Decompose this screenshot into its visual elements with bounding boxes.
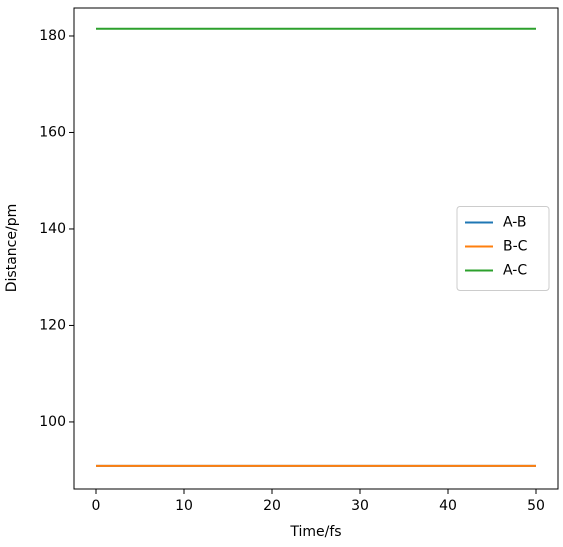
legend-label: A-C bbox=[503, 263, 527, 279]
x-tick-label: 40 bbox=[439, 498, 457, 514]
legend-label: A-B bbox=[503, 215, 526, 231]
x-tick-label: 10 bbox=[175, 498, 193, 514]
x-tick-label: 0 bbox=[92, 498, 101, 514]
legend-label: B-C bbox=[503, 239, 528, 255]
y-tick-label: 160 bbox=[39, 124, 66, 140]
y-tick-label: 100 bbox=[39, 414, 66, 430]
x-axis-label: Time/fs bbox=[289, 524, 341, 540]
y-tick-label: 120 bbox=[39, 317, 66, 333]
x-tick-label: 20 bbox=[263, 498, 281, 514]
y-axis-label: Distance/pm bbox=[4, 204, 20, 292]
y-tick-label: 180 bbox=[39, 28, 66, 44]
x-tick-label: 30 bbox=[351, 498, 369, 514]
y-tick-label: 140 bbox=[39, 221, 66, 237]
plot-frame bbox=[73, 7, 559, 490]
x-tick-label: 50 bbox=[527, 498, 545, 514]
